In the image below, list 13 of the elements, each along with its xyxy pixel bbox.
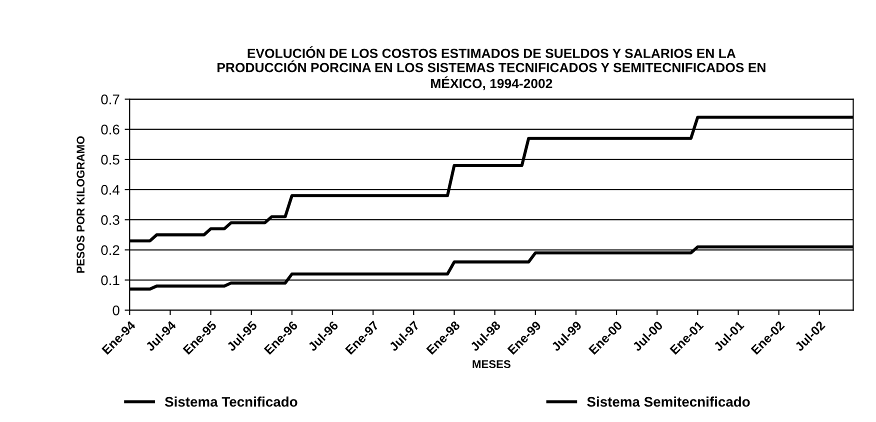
x-axis-title: MESES: [472, 360, 510, 368]
y-tick-label: 0.3: [101, 215, 120, 225]
y-tick-label: 0.4: [101, 184, 120, 195]
y-axis-title: PESOS POR KILOGRAMO: [76, 136, 85, 273]
y-tick-label: 0.1: [101, 275, 120, 286]
y-tick-label: 0.2: [101, 245, 120, 256]
legend-label: Sistema Tecnificado: [164, 396, 298, 407]
y-tick-label: 0: [112, 306, 120, 316]
y-tick-label: 0.5: [101, 154, 120, 165]
chart-title: EVOLUCIÓN DE LOS COSTOS ESTIMADOS DE SUELDOS Y SALARIOS EN LA PRODUCCIÓN PORCINA EN LOS SISTEMAS TECNIFICADOS Y SEMITECNIFICADOS EN MÉXICO, 1994-2002: [218, 46, 766, 90]
y-tick-label: 0.7: [101, 94, 120, 104]
legend-label: Sistema Semitecnificado: [587, 396, 750, 407]
y-tick-label: 0.6: [101, 124, 120, 134]
